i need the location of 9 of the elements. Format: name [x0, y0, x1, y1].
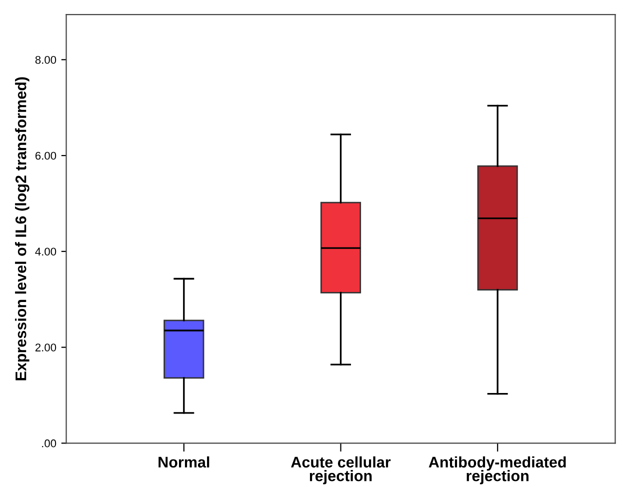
y-tick-label: 2.00 [35, 344, 56, 352]
y-tick-label: 6.00 [35, 152, 56, 160]
y-tick-label: 4.00 [35, 248, 56, 256]
y-axis-title: Expression level of IL6 (log2 transformed) [15, 77, 30, 380]
x-tick-label: Antibody-mediated rejection [428, 456, 566, 484]
x-tick-label: Acute cellular rejection [291, 456, 391, 484]
y-tick-label: 8.00 [35, 56, 56, 64]
y-tick-label: .00 [42, 439, 56, 448]
x-tick-label: Normal [158, 456, 210, 468]
